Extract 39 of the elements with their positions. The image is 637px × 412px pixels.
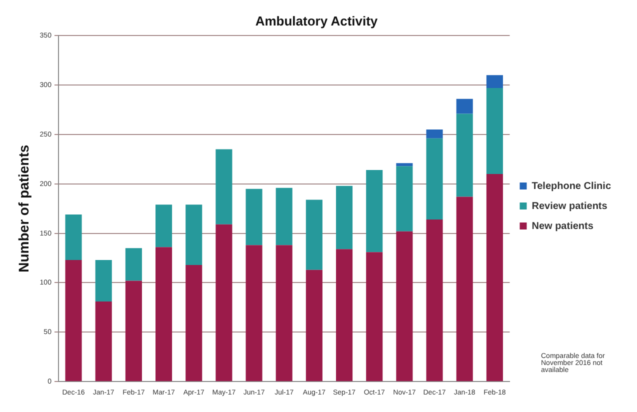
bar: [426, 138, 443, 220]
bar: [156, 204, 172, 248]
bar: [246, 188, 262, 246]
bar: [65, 260, 82, 382]
bar: [186, 264, 202, 382]
bar: [426, 130, 443, 138]
y-axis-title: Number of patients: [15, 144, 32, 272]
bar: [276, 188, 292, 246]
bar: [276, 245, 292, 382]
chart-title: Ambulatory Activity: [255, 13, 378, 28]
bar: [216, 149, 232, 224]
bar: [306, 200, 322, 270]
bar: [336, 186, 353, 250]
bar: [125, 280, 142, 382]
bar: [396, 163, 413, 166]
bar: [396, 166, 413, 232]
bar: [366, 252, 383, 382]
bar: [186, 204, 202, 265]
bar: [366, 170, 383, 252]
bar: [486, 88, 503, 174]
legend-label: Review patients: [532, 200, 608, 212]
bar: [426, 219, 443, 382]
bar: [396, 231, 413, 382]
bar: [486, 75, 503, 88]
legend-label: New patients: [532, 220, 594, 232]
bar: [456, 196, 473, 382]
bar: [486, 174, 503, 382]
bar: [95, 302, 112, 382]
bar: [306, 270, 322, 382]
bar: [125, 248, 142, 281]
bar: [456, 114, 473, 197]
bar: [216, 224, 232, 382]
bar: [156, 247, 172, 382]
bar: [65, 214, 82, 260]
legend-label: Telephone Clinic: [532, 180, 612, 192]
bar: [456, 98, 473, 114]
bar: [95, 260, 112, 302]
bar: [336, 249, 353, 382]
bar: [246, 245, 262, 382]
